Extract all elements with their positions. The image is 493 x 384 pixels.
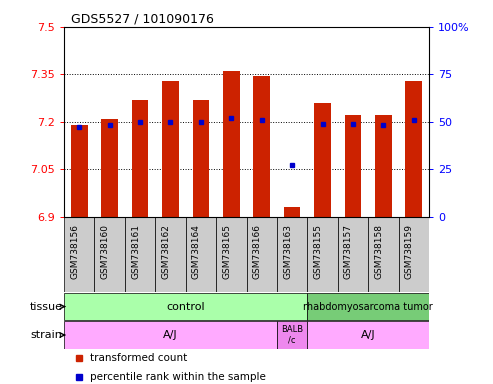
Bar (193, 99, 209, 217)
Bar (307, 321, 429, 349)
Text: control: control (166, 301, 205, 311)
Bar (125, 217, 155, 292)
Bar (277, 321, 307, 349)
Text: GSM738161: GSM738161 (131, 224, 140, 279)
Text: rhabdomyosarcoma tumor: rhabdomyosarcoma tumor (303, 301, 433, 311)
Bar (338, 217, 368, 292)
Text: GSM738156: GSM738156 (70, 224, 79, 279)
Text: GSM738158: GSM738158 (374, 224, 384, 279)
Bar (186, 217, 216, 292)
Bar (64, 293, 307, 320)
Bar (155, 217, 186, 292)
Text: GSM738163: GSM738163 (283, 224, 292, 279)
Text: BALB
/c: BALB /c (281, 325, 303, 345)
Text: transformed count: transformed count (90, 353, 187, 363)
Text: strain: strain (31, 330, 62, 340)
Bar (64, 321, 277, 349)
Bar (307, 293, 429, 320)
Bar (307, 217, 338, 292)
Bar (375, 115, 391, 217)
Bar (162, 81, 179, 217)
Bar (405, 81, 422, 217)
Bar (345, 115, 361, 217)
Text: GSM738159: GSM738159 (405, 224, 414, 279)
Bar (277, 217, 307, 292)
Text: GSM738165: GSM738165 (222, 224, 231, 279)
Bar (398, 217, 429, 292)
Bar (368, 217, 398, 292)
Bar (95, 217, 125, 292)
Text: GSM738166: GSM738166 (253, 224, 262, 279)
Text: GSM738157: GSM738157 (344, 224, 353, 279)
Bar (253, 76, 270, 217)
Text: A/J: A/J (361, 330, 375, 340)
Text: GSM738160: GSM738160 (101, 224, 109, 279)
Text: tissue: tissue (29, 301, 62, 311)
Bar (71, 125, 88, 217)
Text: GSM738164: GSM738164 (192, 224, 201, 279)
Bar (102, 119, 118, 217)
Bar (216, 217, 246, 292)
Text: GSM738162: GSM738162 (162, 224, 171, 279)
Bar (314, 103, 331, 217)
Bar (64, 217, 95, 292)
Bar (246, 217, 277, 292)
Bar (284, 207, 300, 217)
Bar (132, 99, 148, 217)
Text: A/J: A/J (163, 330, 178, 340)
Text: GSM738155: GSM738155 (314, 224, 322, 279)
Text: percentile rank within the sample: percentile rank within the sample (90, 372, 266, 382)
Bar (223, 71, 240, 217)
Text: GDS5527 / 101090176: GDS5527 / 101090176 (71, 13, 214, 26)
